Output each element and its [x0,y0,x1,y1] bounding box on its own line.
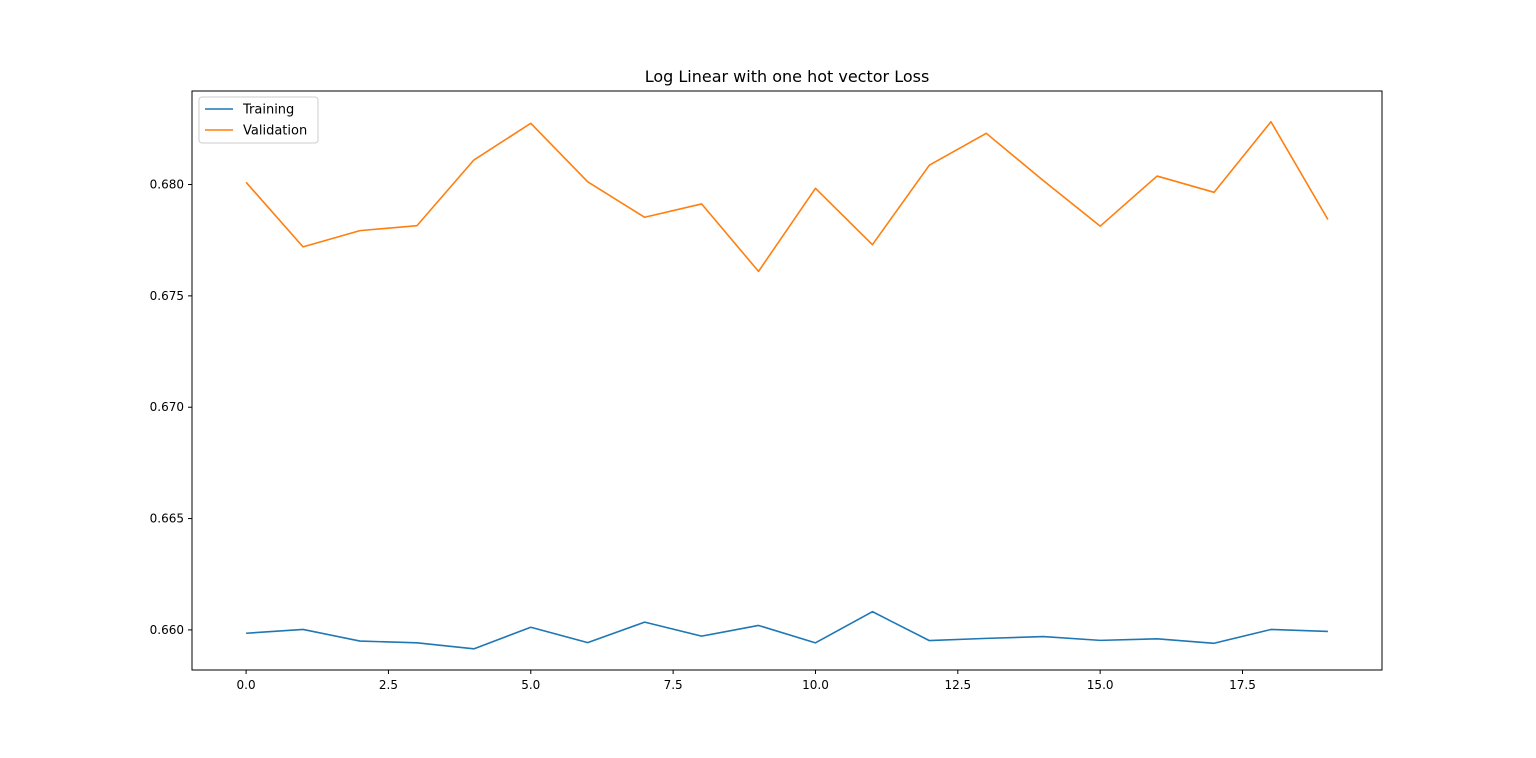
y-tick-label: 0.660 [150,623,184,637]
x-tick-label: 17.5 [1229,678,1256,692]
y-tick-label: 0.680 [150,178,184,192]
y-tick-label: 0.675 [150,289,184,303]
x-tick-label: 0.0 [237,678,256,692]
legend-label-training: Training [242,103,294,118]
chart-title: Log Linear with one hot vector Loss [645,67,930,86]
series-line-validation [246,122,1328,272]
x-tick-label: 15.0 [1087,678,1114,692]
y-tick-label: 0.665 [150,512,184,526]
series-line-training [246,612,1328,649]
x-tick-label: 5.0 [521,678,540,692]
x-tick-label: 10.0 [802,678,829,692]
plot-frame [192,91,1382,670]
x-tick-label: 7.5 [664,678,683,692]
y-tick-label: 0.670 [150,400,184,414]
legend: Training Validation [199,97,318,143]
x-tick-label: 12.5 [944,678,971,692]
legend-label-validation: Validation [243,124,307,139]
x-tick-label: 2.5 [379,678,398,692]
